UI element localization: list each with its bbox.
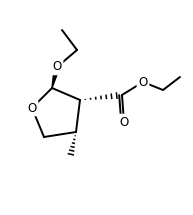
Text: O: O xyxy=(119,115,129,129)
Text: O: O xyxy=(27,101,37,115)
Text: O: O xyxy=(138,75,148,89)
Text: O: O xyxy=(52,60,62,74)
Polygon shape xyxy=(52,66,60,88)
